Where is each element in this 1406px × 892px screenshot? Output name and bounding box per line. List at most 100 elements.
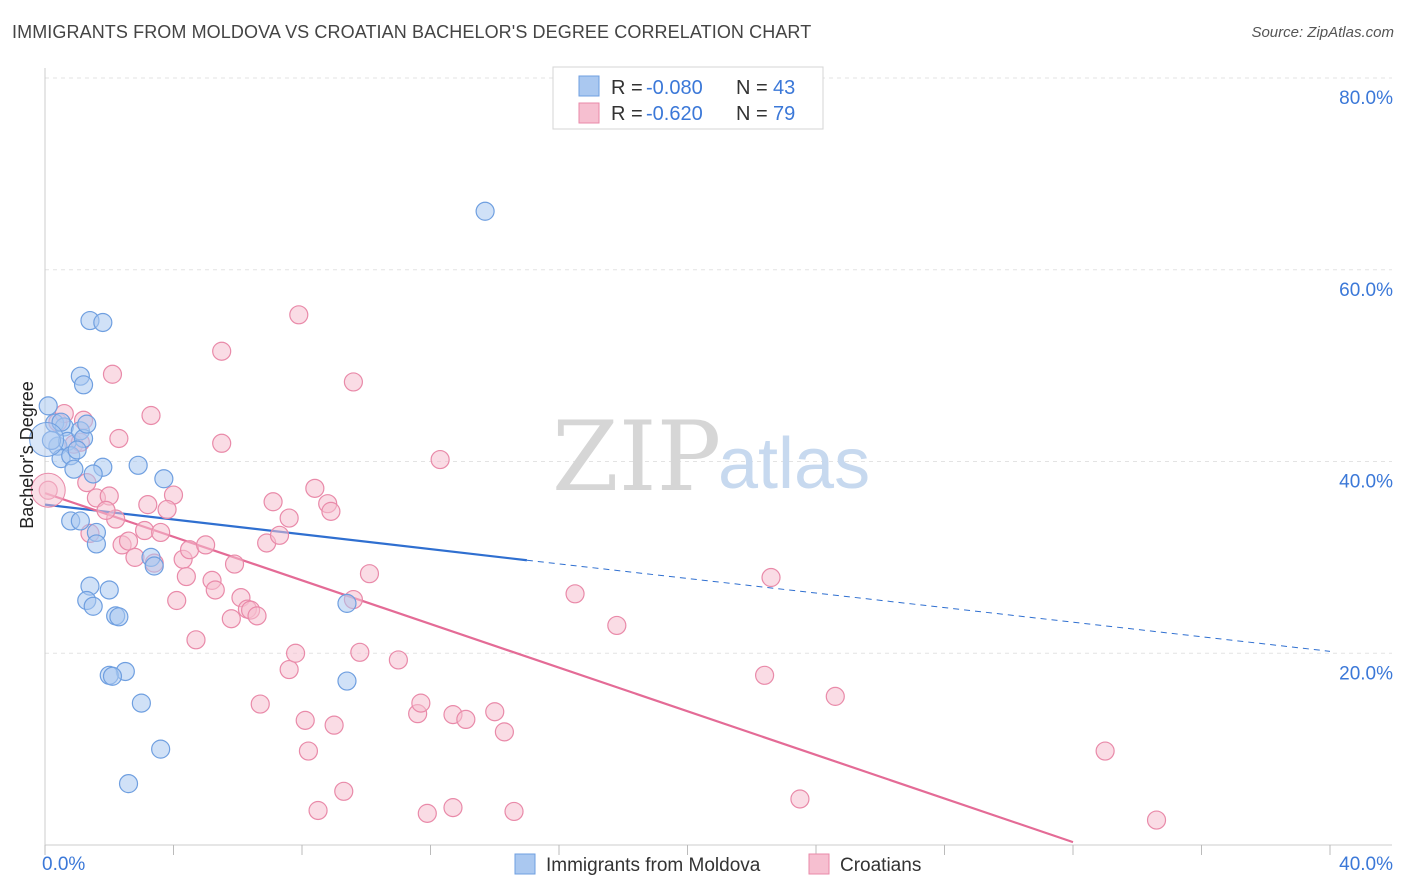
legend-n-label-moldova: N = <box>736 77 768 99</box>
legend-r-label-croatians: R = <box>611 103 643 125</box>
y-tick-label-0: 20.0% <box>1339 663 1393 684</box>
y-tick-label-1: 40.0% <box>1339 472 1393 493</box>
point-moldova-8 <box>64 459 84 479</box>
point-croatians-52 <box>388 650 408 670</box>
point-croatians-57 <box>485 702 505 722</box>
point-croatians-62 <box>754 665 775 685</box>
point-croatians-68 <box>417 803 437 823</box>
point-croatians-77 <box>1146 810 1167 830</box>
point-moldova-14 <box>73 375 94 395</box>
watermark: ZIP atlas <box>552 401 870 513</box>
legend-swatch-croatians <box>578 102 600 124</box>
point-croatians-40 <box>263 492 283 512</box>
legend-n-value-croatians: 79 <box>773 103 795 125</box>
legend-n-value-moldova: 43 <box>773 77 795 99</box>
x-tick-label-0: 0.0% <box>42 854 85 875</box>
point-moldova-41 <box>475 201 495 221</box>
point-moldova-26 <box>99 580 119 600</box>
trend-lines <box>44 492 1331 844</box>
point-moldova-38 <box>118 774 139 794</box>
y-axis-label: Bachelor's Degree <box>17 381 37 529</box>
point-croatians-12 <box>212 341 232 361</box>
point-croatians-22 <box>134 520 155 541</box>
point-croatians-43 <box>279 659 299 680</box>
legend-n-label-croatians: N = <box>736 103 768 125</box>
trend-line-moldova-extension <box>526 559 1331 652</box>
point-croatians-9 <box>109 428 129 449</box>
point-moldova-22 <box>70 511 90 531</box>
point-croatians-73 <box>138 495 158 515</box>
data-points <box>29 201 1167 830</box>
point-moldova-35 <box>102 666 123 686</box>
point-croatians-56 <box>456 709 476 730</box>
point-croatians-65 <box>298 741 319 761</box>
point-moldova-40 <box>337 671 357 691</box>
point-croatians-41 <box>269 525 290 545</box>
point-croatians-13 <box>212 433 232 453</box>
point-croatians-21 <box>125 547 145 567</box>
x-tick-labels: 0.0% 40.0% <box>42 854 1393 875</box>
point-moldova-42 <box>41 430 62 451</box>
point-moldova-20 <box>154 469 174 489</box>
point-croatians-59 <box>565 584 585 604</box>
y-tick-label-3: 80.0% <box>1339 88 1393 109</box>
point-croatians-58 <box>494 722 514 742</box>
point-croatians-69 <box>443 798 463 818</box>
trend-line-croatians <box>44 492 1074 844</box>
point-croatians-71 <box>250 694 270 714</box>
point-croatians-66 <box>308 800 328 821</box>
point-croatians-45 <box>305 478 325 498</box>
bottom-legend: Immigrants from Moldova Croatians <box>514 853 921 876</box>
point-croatians-32 <box>205 580 225 600</box>
chart-title: IMMIGRANTS FROM MOLDOVA VS CROATIAN BACH… <box>12 22 812 42</box>
legend-r-value-moldova: -0.080 <box>646 77 703 99</box>
point-croatians-large <box>30 472 66 508</box>
y-tick-labels: 20.0% 40.0% 60.0% 80.0% <box>1339 88 1393 684</box>
watermark-zip: ZIP <box>552 401 721 513</box>
point-moldova-18 <box>83 464 103 484</box>
point-croatians-51 <box>359 564 380 584</box>
bottom-legend-label-moldova: Immigrants from Moldova <box>546 855 761 876</box>
point-croatians-74 <box>96 500 116 520</box>
point-croatians-61 <box>761 567 781 588</box>
point-moldova-0 <box>38 396 58 416</box>
point-moldova-12 <box>77 414 97 434</box>
point-croatians-70 <box>504 801 524 822</box>
point-croatians-16 <box>430 449 450 470</box>
point-moldova-39 <box>337 593 357 613</box>
point-croatians-28 <box>179 540 200 560</box>
chart-source: Source: ZipAtlas.com <box>1251 24 1394 41</box>
point-croatians-67 <box>334 781 354 801</box>
point-croatians-42 <box>279 508 299 528</box>
point-croatians-33 <box>221 609 241 629</box>
point-moldova-24 <box>86 534 107 554</box>
point-croatians-30 <box>196 535 216 555</box>
point-croatians-34 <box>224 554 245 574</box>
legend-swatch-moldova <box>578 75 600 97</box>
point-croatians-38 <box>247 606 267 626</box>
point-croatians-60 <box>607 615 627 636</box>
bottom-legend-swatch-croatians <box>808 853 830 875</box>
point-croatians-48 <box>324 715 344 735</box>
point-croatians-20 <box>118 531 139 551</box>
point-croatians-25 <box>167 590 187 611</box>
point-croatians-50 <box>350 642 370 662</box>
bottom-legend-swatch-moldova <box>514 853 536 875</box>
legend: R = -0.080 N = 43 R = -0.620 N = 79 <box>552 66 824 130</box>
point-croatians-63 <box>825 686 845 706</box>
point-croatians-44 <box>285 643 306 663</box>
y-tick-label-2: 60.0% <box>1339 280 1393 301</box>
point-croatians-15 <box>343 372 363 392</box>
point-croatians-64 <box>295 710 315 730</box>
point-croatians-24 <box>157 499 177 520</box>
point-croatians-10 <box>141 405 161 426</box>
x-tick-label-1: 40.0% <box>1339 854 1393 875</box>
point-croatians-14 <box>289 305 309 325</box>
point-croatians-8 <box>102 364 123 384</box>
point-moldova-36 <box>131 693 151 713</box>
point-croatians-75 <box>790 789 810 809</box>
point-moldova-11 <box>67 440 87 460</box>
watermark-atlas: atlas <box>718 424 870 504</box>
point-moldova-19 <box>128 455 148 475</box>
